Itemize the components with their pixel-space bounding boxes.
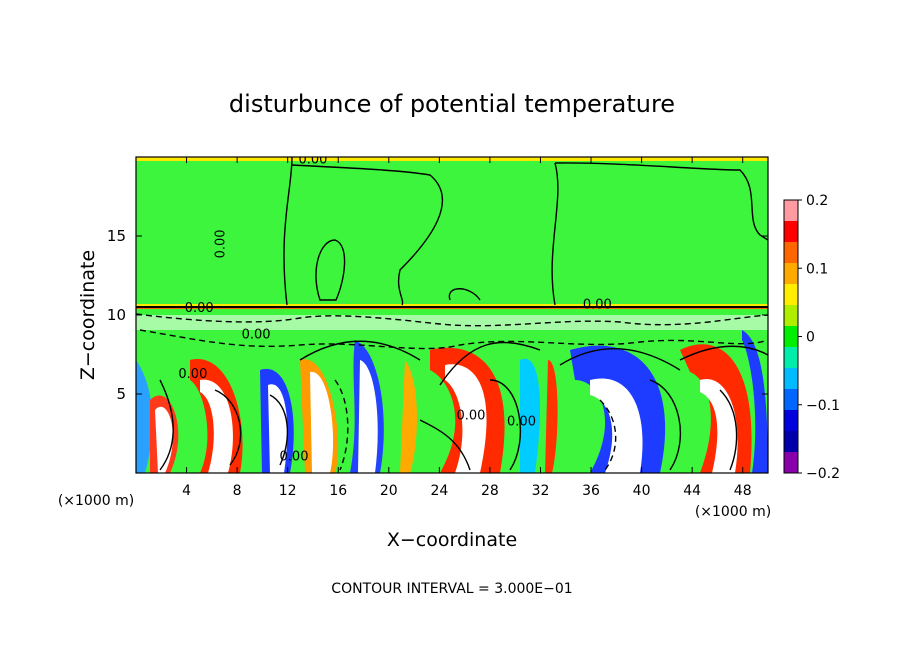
- y-axis: 5 10 15: [107, 227, 768, 403]
- contour-labels: 0.00 0.00 0.00 0.00 0.00 0.00 0.00 0.00 0.00: [178, 152, 612, 464]
- colorbar-tick-label: 0.2: [806, 193, 828, 209]
- x-tick-label: 20: [380, 483, 398, 499]
- top-boundary-strip: [136, 157, 768, 161]
- colorbar-tick-label: −0.1: [806, 398, 840, 414]
- colorbar-swatch: [784, 347, 798, 369]
- y-tick-label: 10: [107, 306, 126, 324]
- x-axis: 4 8 12 16 20 24 28 32 36 40 44 48: [182, 157, 752, 499]
- contour-label: 0.00: [298, 152, 327, 167]
- x-tick-label: 48: [734, 483, 752, 499]
- contour-label: 0.00: [213, 229, 228, 258]
- x-tick-label: 36: [582, 483, 600, 499]
- plot-area: 0.00 0.00 0.00 0.00 0.00 0.00 0.00 0.00 0.00: [136, 152, 768, 473]
- contour-label: 0.00: [456, 408, 485, 423]
- x-tick-label: 44: [683, 483, 701, 499]
- colorbar-swatch: [784, 452, 798, 474]
- upper-layer-field: [136, 157, 768, 307]
- x-tick-label: 16: [329, 483, 347, 499]
- x-tick-label: 4: [182, 483, 191, 499]
- colorbar-swatch: [784, 200, 798, 222]
- contour-label: 0.00: [583, 298, 612, 313]
- x-tick-label: 24: [430, 483, 448, 499]
- colorbar-tick-label: 0: [806, 330, 815, 346]
- contour-label: 0.00: [507, 415, 536, 430]
- x-tick-label: 28: [481, 483, 499, 499]
- x-tick-label: 8: [233, 483, 242, 499]
- chart-title: disturbunce of potential temperature: [229, 90, 675, 118]
- colorbar-swatch: [784, 284, 798, 306]
- colorbar-tick-label: −0.2: [806, 466, 840, 482]
- colorbar-swatch: [784, 368, 798, 390]
- colorbar-swatch: [784, 305, 798, 327]
- inversion-strip-yellow: [136, 304, 768, 307]
- contour-interval-note: CONTOUR INTERVAL = 3.000E−01: [331, 581, 572, 597]
- contour-label: 0.00: [185, 301, 214, 316]
- contour-lines: [136, 157, 768, 471]
- colorbar-tick-label: 0.1: [806, 261, 828, 277]
- x-axis-label: X−coordinate: [387, 529, 517, 551]
- colorbar-swatch: [784, 263, 798, 285]
- contour-label: 0.00: [178, 367, 207, 382]
- colorbar-swatch: [784, 242, 798, 264]
- y-axis-label: Z−coordinate: [77, 250, 99, 380]
- colorbar-swatch: [784, 410, 798, 432]
- x-tick-label: 12: [279, 483, 297, 499]
- colorbar-swatch: [784, 389, 798, 411]
- x-unit-right: (×1000 m): [695, 504, 771, 520]
- x-tick-label: 32: [532, 483, 550, 499]
- contour-label: 0.00: [242, 328, 271, 343]
- colorbar-swatch: [784, 431, 798, 453]
- colorbar: 0.2 0.1 0 −0.1 −0.2: [783, 193, 840, 482]
- y-tick-label: 15: [107, 227, 126, 245]
- y-tick-label: 5: [116, 385, 126, 403]
- x-tick-label: 40: [633, 483, 651, 499]
- x-unit-left: (×1000 m): [58, 493, 134, 509]
- colorbar-swatch: [784, 326, 798, 348]
- colorbar-swatch: [784, 221, 798, 243]
- contour-label: 0.00: [280, 449, 309, 464]
